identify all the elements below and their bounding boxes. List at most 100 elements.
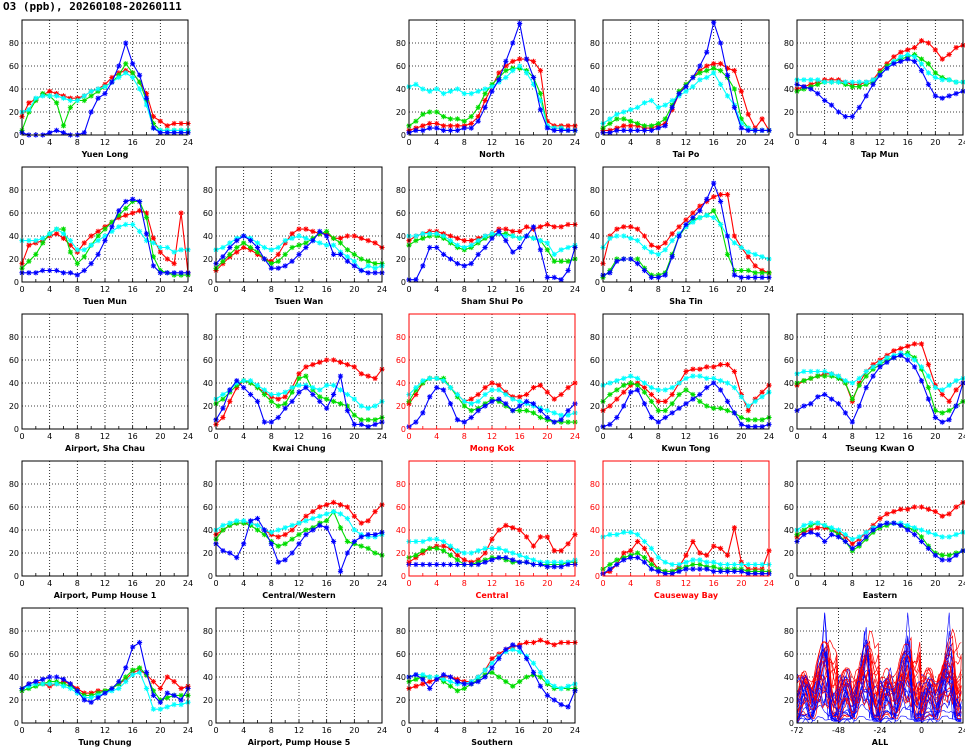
data-point-cyan xyxy=(905,352,911,358)
data-point-red xyxy=(420,681,426,687)
data-point-cyan xyxy=(247,378,254,384)
station-label: Southern xyxy=(471,738,513,747)
data-point-cyan xyxy=(482,233,488,239)
data-point-blue xyxy=(130,61,136,67)
data-point-blue xyxy=(614,561,620,568)
data-point-blue xyxy=(489,235,495,241)
data-point-blue xyxy=(344,408,351,414)
data-point-red xyxy=(648,391,655,398)
data-point-blue xyxy=(932,414,938,421)
x-tick-label: 20 xyxy=(155,579,165,588)
data-point-blue xyxy=(157,270,163,276)
data-point-green xyxy=(690,391,696,398)
data-point-blue xyxy=(447,674,454,680)
y-tick-label: 0 xyxy=(789,719,794,728)
data-point-blue xyxy=(842,538,849,545)
data-point-cyan xyxy=(752,561,758,568)
data-point-cyan xyxy=(648,385,655,391)
data-point-cyan xyxy=(939,534,945,540)
data-point-blue xyxy=(870,373,876,379)
data-point-red xyxy=(939,56,945,62)
data-point-red xyxy=(317,504,323,510)
data-point-green xyxy=(303,527,309,533)
data-point-blue xyxy=(731,272,738,278)
data-point-blue xyxy=(946,557,952,563)
data-point-blue xyxy=(669,104,675,110)
data-point-green xyxy=(33,251,39,257)
x-tick-label: 12 xyxy=(487,579,497,588)
plot-frame xyxy=(408,313,576,430)
data-point-blue xyxy=(220,405,226,411)
x-tick-label: 8 xyxy=(269,285,274,294)
data-point-cyan xyxy=(835,79,842,85)
data-point-green xyxy=(289,244,295,251)
y-tick-label: 0 xyxy=(789,131,794,140)
data-point-cyan xyxy=(130,221,136,228)
data-point-cyan xyxy=(289,235,295,241)
data-point-red xyxy=(731,233,738,239)
data-point-green xyxy=(337,525,344,531)
data-point-blue xyxy=(842,410,849,416)
panel-tap-mun: 02040608004812162024Tap Mun xyxy=(784,19,965,159)
data-point-red xyxy=(724,362,731,368)
data-point-blue xyxy=(662,571,668,577)
data-point-green xyxy=(427,545,433,551)
y-tick-label: 60 xyxy=(784,356,794,365)
data-point-blue xyxy=(711,180,717,186)
x-tick-label: 20 xyxy=(736,579,746,588)
data-point-blue xyxy=(759,274,765,280)
y-tick-label: 0 xyxy=(595,425,600,434)
data-point-red xyxy=(178,210,184,216)
data-point-blue xyxy=(544,414,550,421)
data-point-cyan xyxy=(178,702,184,708)
data-point-green xyxy=(344,247,351,253)
data-point-green xyxy=(628,118,634,124)
data-point-cyan xyxy=(759,561,765,568)
data-point-cyan xyxy=(565,683,571,689)
x-tick-label: 20 xyxy=(349,726,359,735)
data-point-blue xyxy=(801,84,807,90)
data-point-red xyxy=(683,368,689,375)
y-tick-label: 60 xyxy=(9,356,19,365)
data-point-blue xyxy=(530,401,537,407)
data-point-red xyxy=(925,362,932,368)
data-point-blue xyxy=(317,398,323,404)
data-point-blue xyxy=(704,566,710,572)
data-point-cyan xyxy=(530,557,537,563)
data-point-green xyxy=(275,258,281,264)
data-point-blue xyxy=(551,274,557,280)
data-point-cyan xyxy=(648,97,655,104)
y-tick-label: 80 xyxy=(396,333,406,342)
data-point-red xyxy=(489,380,495,386)
x-tick-label: 4 xyxy=(241,726,246,735)
x-tick-label: 4 xyxy=(47,726,52,735)
y-tick-label: 20 xyxy=(784,108,794,117)
plot-frame xyxy=(215,607,383,724)
data-point-green xyxy=(220,527,226,533)
data-point-blue xyxy=(143,95,150,101)
data-point-cyan xyxy=(482,86,488,92)
data-point-blue xyxy=(745,424,751,430)
data-point-green xyxy=(150,254,157,260)
data-point-cyan xyxy=(953,79,959,85)
data-point-green xyxy=(822,373,828,379)
data-point-green xyxy=(544,247,550,253)
data-point-blue xyxy=(88,699,94,705)
data-point-blue xyxy=(475,679,481,685)
data-point-cyan xyxy=(317,387,323,393)
data-point-red xyxy=(171,120,177,127)
data-point-blue xyxy=(254,244,261,251)
data-point-blue xyxy=(946,93,952,99)
data-point-cyan xyxy=(143,238,150,244)
y-tick-label: 40 xyxy=(590,85,600,94)
data-point-red xyxy=(711,364,717,370)
y-tick-label: 80 xyxy=(784,627,794,636)
all-trace-red xyxy=(796,671,962,714)
data-point-blue xyxy=(303,532,309,538)
data-point-green xyxy=(337,240,344,246)
data-point-blue xyxy=(856,104,862,110)
data-point-blue xyxy=(454,417,461,423)
data-point-blue xyxy=(856,403,862,409)
data-point-cyan xyxy=(510,646,516,652)
